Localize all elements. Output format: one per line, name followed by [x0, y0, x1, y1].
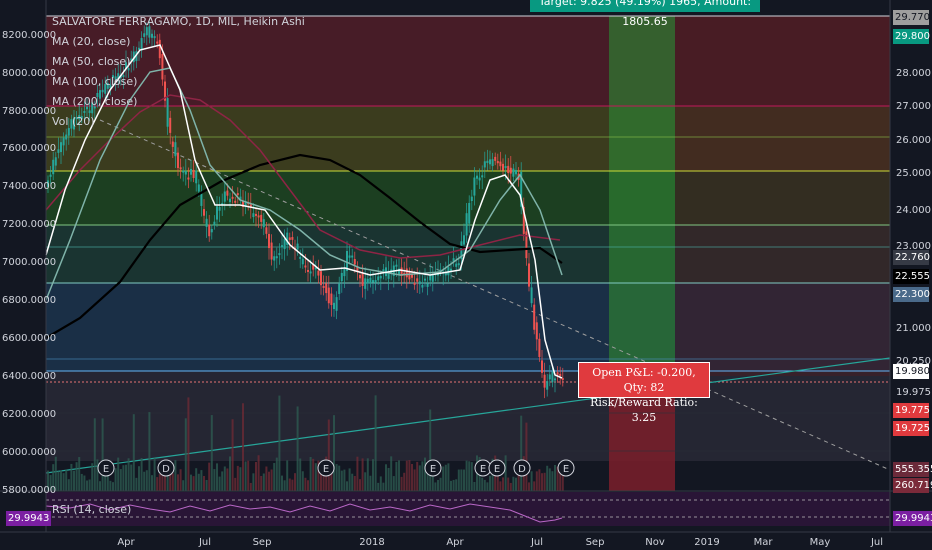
time-axis-tick: Apr	[117, 537, 135, 548]
price-tag-stop: 19.775	[893, 403, 930, 418]
time-axis-tick: Nov	[645, 537, 665, 548]
event-marker[interactable]: D	[157, 459, 175, 477]
time-axis-tick: May	[810, 537, 831, 548]
right-axis-tick: 19.975	[896, 387, 931, 398]
left-axis-tick: 6600.0000	[2, 333, 56, 344]
right-axis-tick: 23.000	[896, 241, 931, 252]
left-axis-tick: 7600.0000	[2, 143, 56, 154]
time-axis-tick: 2018	[359, 537, 384, 548]
right-axis-tick: 24.000	[896, 205, 931, 216]
price-tag-target: 29.800	[893, 29, 930, 44]
left-axis-tick: 7200.0000	[2, 219, 56, 230]
legend-volume[interactable]: Vol (20)	[52, 115, 95, 128]
rsi-pane[interactable]	[45, 492, 890, 526]
event-marker-label: E	[563, 464, 569, 475]
ma-20-line	[45, 44, 563, 379]
ma-200-line	[45, 153, 563, 339]
time-axis: Apr Jul Sep 2018 Apr Jul Sep Nov 2019 Mar May Jul	[117, 537, 883, 548]
event-marker[interactable]: E	[317, 459, 335, 477]
volume-bars	[47, 395, 564, 491]
time-axis-tick: Sep	[586, 537, 605, 548]
event-marker-label: D	[518, 464, 526, 475]
time-axis-tick: 2019	[694, 537, 719, 548]
event-marker-label: E	[103, 464, 109, 475]
event-marker-label: E	[494, 464, 500, 475]
left-axis-tick: 6800.0000	[2, 295, 56, 306]
volume-ma-tag: 260.719K	[893, 478, 932, 493]
ma-50-line	[45, 67, 563, 301]
left-axis-tick: 8200.0000	[2, 30, 56, 41]
right-axis-tick: 28.000	[896, 68, 931, 79]
right-axis-tick: 26.000	[896, 135, 931, 146]
rsi-value-left: 29.9943	[6, 511, 52, 526]
price-tag-stop2: 19.725	[893, 421, 930, 436]
pnl-line: Open P&L: -0.200, Qty: 82	[592, 366, 696, 394]
event-marker[interactable]: E	[97, 459, 115, 477]
event-marker-label: D	[162, 464, 170, 475]
ma-100-line	[45, 94, 561, 259]
indicator-legend: SALVATORE FERRAGAMO, 1D, MIL, Heikin Ash…	[52, 12, 305, 132]
left-axis-tick: 8000.0000	[2, 68, 56, 79]
left-price-axis: 8200.0000 8000.0000 7800.0000 7600.0000 7400…	[2, 30, 56, 496]
right-axis-tick: 27.000	[896, 101, 931, 112]
fib-zones	[46, 16, 890, 491]
volume-tag: 555.355K	[893, 462, 932, 477]
legend-ma100[interactable]: MA (100, close)	[52, 75, 138, 88]
left-axis-tick: 7800.0000	[2, 106, 56, 117]
price-tag-last: 19.980	[893, 364, 930, 379]
time-axis-tick: Sep	[253, 537, 272, 548]
right-price-axis: 28.000 27.000 26.000 25.000 24.000 23.000 21.0…	[896, 68, 931, 398]
left-axis-tick: 6000.0000	[2, 447, 56, 458]
price-tag-ma200: 22.555	[893, 269, 930, 284]
left-axis-tick: 6200.0000	[2, 409, 56, 420]
symbol-title[interactable]: SALVATORE FERRAGAMO, 1D, MIL, Heikin Ash…	[52, 15, 305, 28]
position-pnl-box[interactable]: Open P&L: -0.200, Qty: 82 Risk/Reward Ra…	[578, 362, 710, 424]
event-marker-label: E	[430, 464, 436, 475]
left-axis-tick: 7000.0000	[2, 257, 56, 268]
event-marker-label: E	[480, 464, 486, 475]
left-axis-tick: 6400.0000	[2, 371, 56, 382]
legend-ma20[interactable]: MA (20, close)	[52, 35, 131, 48]
right-axis-tick: 21.000	[896, 323, 931, 334]
price-tag-ma: 22.760	[893, 250, 930, 265]
rsi-value-right: 29.9943	[893, 511, 932, 526]
event-marker[interactable]: E	[424, 459, 442, 477]
time-axis-tick: Jul	[198, 537, 211, 548]
event-marker-label: E	[323, 464, 329, 475]
rsi-legend[interactable]: RSI (14, close)	[52, 503, 132, 516]
trendline-dashed[interactable]	[99, 119, 891, 471]
time-axis-tick: Mar	[754, 537, 774, 548]
left-axis-tick: 5800.0000	[2, 485, 56, 496]
target-label[interactable]: Target: 9.825 (49.19%) 1965, Amount: 180…	[530, 0, 760, 28]
legend-ma50[interactable]: MA (50, close)	[52, 55, 131, 68]
price-tag-top: 29.770	[893, 10, 930, 25]
left-axis-tick: 7400.0000	[2, 181, 56, 192]
price-tag-fib: 22.300	[893, 287, 930, 302]
right-axis-tick: 20.250	[896, 356, 931, 367]
time-axis-tick: Apr	[446, 537, 464, 548]
event-marker[interactable]: E	[488, 459, 506, 477]
legend-ma200[interactable]: MA (200, close)	[52, 95, 138, 108]
time-axis-tick: Jul	[870, 537, 883, 548]
risk-reward-line: Risk/Reward Ratio: 3.25	[590, 396, 698, 424]
rsi-line	[45, 503, 563, 523]
event-marker[interactable]: D	[513, 459, 531, 477]
right-axis-tick: 25.000	[896, 168, 931, 179]
event-marker[interactable]: E	[557, 459, 575, 477]
time-axis-tick: Jul	[530, 537, 543, 548]
